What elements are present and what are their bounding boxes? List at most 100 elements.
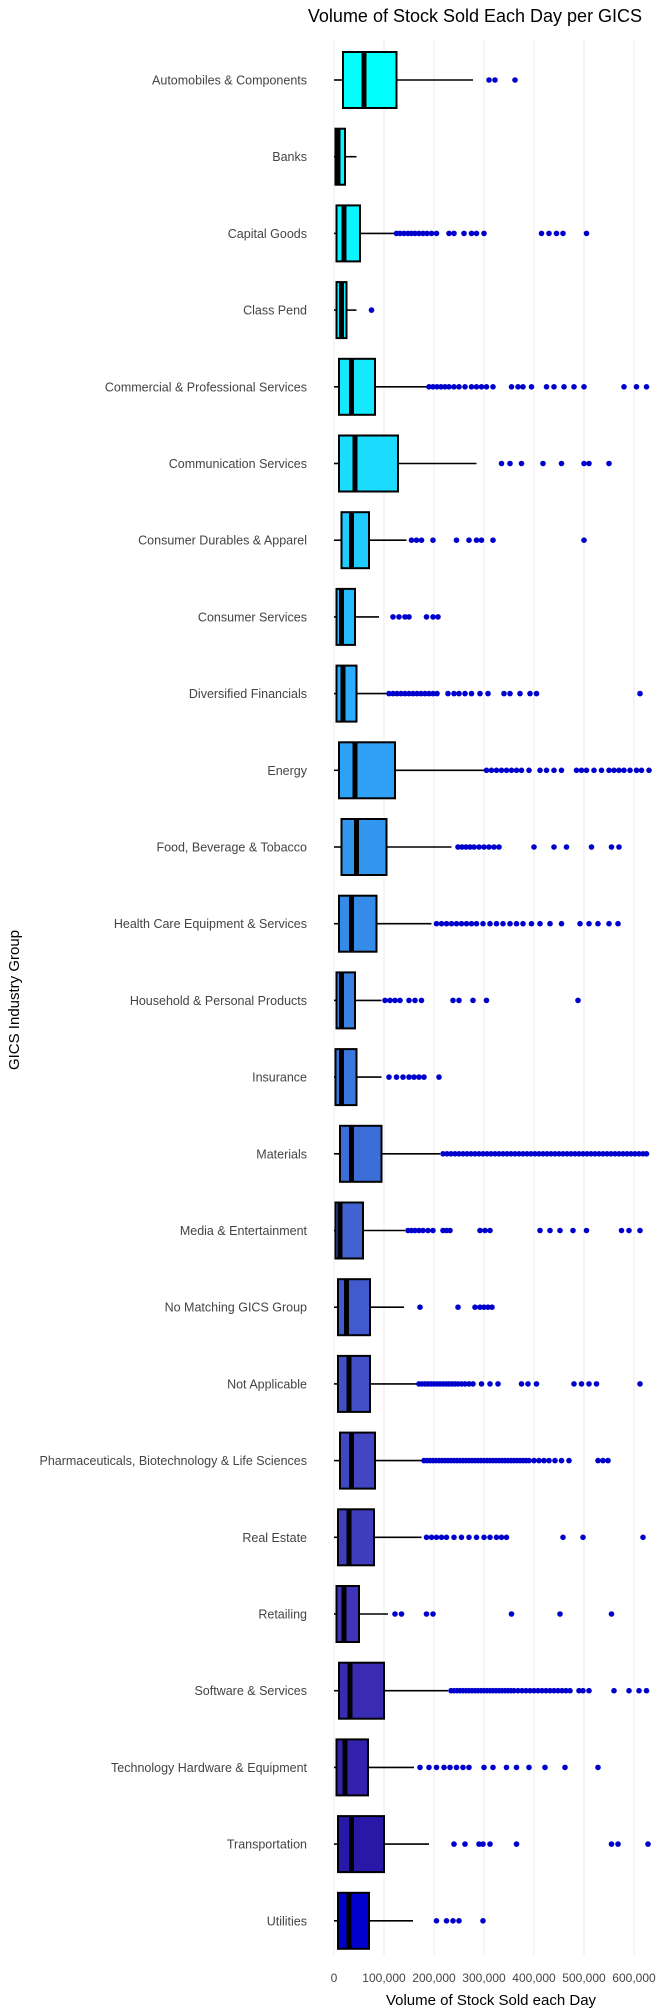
outlier-point: [434, 384, 440, 390]
outlier-point: [621, 384, 627, 390]
iqr-box: [340, 511, 370, 570]
category-label: Automobiles & Components: [152, 74, 307, 88]
outlier-point: [570, 1227, 576, 1234]
outlier-point: [552, 1151, 558, 1157]
outlier-point: [448, 1151, 454, 1157]
outlier-point: [507, 690, 513, 697]
y-axis-title: GICS Industry Group: [6, 930, 23, 1070]
outlier-point: [616, 844, 622, 850]
outlier-point: [541, 1457, 547, 1464]
outlier-point: [624, 1151, 630, 1157]
outlier-point: [485, 1304, 491, 1310]
outlier-point: [438, 920, 445, 927]
outlier-point: [481, 1534, 487, 1541]
outlier-point: [463, 920, 470, 927]
outlier-point: [561, 384, 567, 390]
outlier-point: [420, 1227, 426, 1234]
outlier-point: [535, 1687, 541, 1694]
outlier-point: [646, 767, 652, 774]
outlier-point: [508, 384, 515, 390]
outlier-point: [591, 767, 597, 774]
outlier-point: [451, 1841, 457, 1847]
outlier-point: [586, 460, 592, 467]
outlier-point: [453, 1764, 460, 1771]
outlier-point: [633, 767, 640, 774]
boxplot-item: [334, 971, 382, 1030]
outlier-point: [477, 690, 483, 697]
outlier-point: [450, 997, 456, 1004]
outlier-point: [406, 690, 412, 697]
outlier-point: [473, 920, 480, 927]
outlier-point: [558, 1457, 565, 1464]
outlier-point: [462, 1841, 468, 1847]
outlier-point: [468, 690, 475, 697]
outlier-point: [481, 1304, 487, 1310]
iqr-box: [338, 434, 399, 493]
outlier-point: [645, 1841, 651, 1847]
outlier-point: [560, 1534, 566, 1541]
outlier-point: [546, 1457, 552, 1464]
category-label: Capital Goods: [228, 227, 307, 241]
outlier-point: [558, 920, 565, 927]
outlier-point: [468, 1151, 474, 1157]
outlier-point: [392, 997, 398, 1004]
outlier-point: [478, 537, 485, 543]
outlier-point: [463, 844, 469, 850]
category-label: Not Applicable: [227, 1377, 307, 1391]
outlier-point: [397, 997, 403, 1004]
outlier-point: [560, 230, 566, 237]
category-label: Materials: [256, 1147, 307, 1161]
outlier-point: [482, 1227, 488, 1234]
outlier-point: [486, 844, 492, 850]
outlier-point: [558, 460, 565, 467]
outlier-point: [608, 1151, 614, 1157]
outlier-point: [576, 1687, 582, 1694]
outlier-point: [503, 1764, 510, 1771]
category-label: Class Pend: [243, 304, 307, 318]
outlier-point: [584, 1151, 590, 1157]
outlier-point: [618, 1227, 625, 1234]
outlier-point: [433, 1918, 440, 1924]
iqr-box: [338, 357, 376, 416]
outlier-point: [483, 997, 490, 1004]
outlier-point: [466, 537, 472, 543]
outlier-point: [467, 844, 473, 850]
outlier-point: [477, 1304, 483, 1310]
outlier-point: [580, 1534, 586, 1541]
outlier-point: [508, 767, 515, 774]
boxplot-item: [334, 1508, 422, 1567]
outlier-point: [533, 690, 540, 697]
outlier-point: [606, 460, 612, 467]
outlier-point: [390, 690, 396, 697]
outlier-point: [612, 1151, 618, 1157]
category-label: Software & Services: [194, 1684, 307, 1698]
outlier-point: [548, 1151, 554, 1157]
outlier-point: [531, 1687, 537, 1694]
outlier-point: [468, 920, 475, 927]
outlier-point: [464, 1151, 470, 1157]
category-label: Communication Services: [169, 457, 307, 471]
outlier-point: [643, 384, 650, 390]
outlier-point: [493, 1534, 500, 1541]
outlier-point: [412, 230, 418, 237]
outlier-point: [458, 920, 465, 927]
outlier-point: [593, 1381, 600, 1387]
boxplot-item: [334, 1738, 414, 1797]
outlier-point: [412, 1227, 418, 1234]
category-label: Transportation: [227, 1838, 307, 1852]
boxplot-item: [334, 818, 452, 876]
outlier-point: [588, 844, 595, 850]
outlier-point: [577, 920, 583, 927]
outlier-point: [595, 1764, 601, 1771]
outlier-point: [595, 920, 601, 927]
outlier-point: [616, 767, 622, 774]
outlier-point: [551, 767, 557, 774]
outlier-point: [536, 1151, 542, 1157]
outlier-point: [430, 690, 436, 697]
outlier-point: [430, 1611, 436, 1617]
outlier-point: [433, 920, 440, 927]
outlier-point: [392, 1611, 398, 1617]
outlier-point: [595, 1457, 601, 1464]
outlier-point: [531, 1457, 537, 1464]
iqr-box: [337, 1508, 375, 1567]
